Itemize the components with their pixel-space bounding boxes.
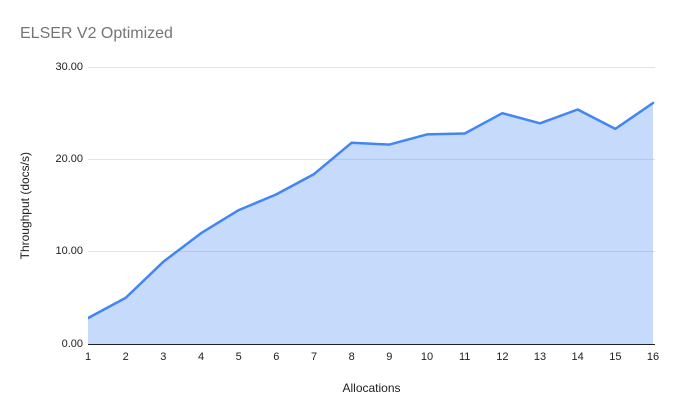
x-tick-label: 3 bbox=[160, 351, 167, 363]
gridline bbox=[88, 66, 655, 68]
y-axis-title-wrap: Throughput (docs/s) bbox=[14, 67, 36, 344]
area-fill bbox=[88, 103, 653, 344]
y-tick-label: 20.00 bbox=[55, 152, 83, 165]
x-tick-label: 6 bbox=[273, 351, 280, 363]
x-tick-label: 7 bbox=[310, 351, 318, 363]
x-tick-label: 16 bbox=[646, 351, 660, 363]
y-tick-label: 10.00 bbox=[55, 245, 83, 258]
y-tick-label: 30.00 bbox=[55, 60, 83, 73]
x-tick-label: 9 bbox=[386, 351, 393, 363]
x-tick-label: 11 bbox=[458, 351, 471, 363]
x-axis-title: Allocations bbox=[342, 381, 401, 395]
x-tick-label: 1 bbox=[84, 351, 92, 363]
gridline bbox=[88, 158, 655, 160]
y-axis-title: Throughput (docs/s) bbox=[18, 151, 32, 260]
x-tick-label: 10 bbox=[420, 351, 434, 363]
x-tick-label: 2 bbox=[122, 351, 129, 363]
x-tick-label: 13 bbox=[533, 351, 547, 363]
series-line bbox=[88, 101, 655, 320]
gridline bbox=[88, 251, 655, 253]
x-tick-label: 14 bbox=[571, 351, 584, 363]
x-tick-label: 15 bbox=[609, 351, 622, 363]
x-tick-label: 8 bbox=[348, 351, 355, 363]
x-tick-label: 5 bbox=[235, 351, 242, 363]
x-tick-label: 12 bbox=[496, 351, 509, 363]
series-svg bbox=[88, 101, 655, 344]
y-tick-label: 0.00 bbox=[61, 337, 83, 350]
x-tick-label: 4 bbox=[197, 351, 205, 363]
plot-area bbox=[88, 66, 655, 345]
chart-title: ELSER V2 Optimized bbox=[20, 25, 173, 42]
